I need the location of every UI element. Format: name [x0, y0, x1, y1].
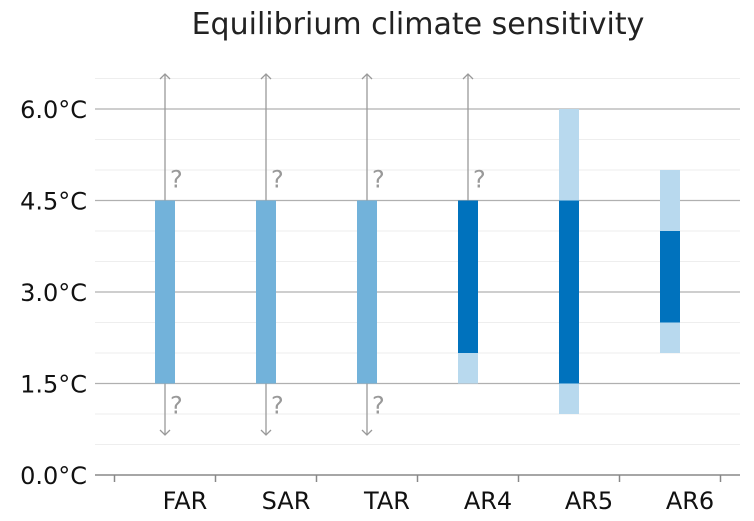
likely-bar — [458, 200, 478, 353]
upper-question-mark: ? — [473, 166, 486, 194]
likely-bar — [256, 200, 276, 384]
lower-question-mark: ? — [372, 392, 385, 420]
x-tick-label: AR5 — [565, 487, 613, 515]
bars — [155, 109, 680, 414]
lower-question-mark: ? — [170, 392, 183, 420]
x-tick-label: FAR — [163, 487, 208, 515]
y-tick-label: 0.0°C — [20, 462, 87, 490]
upper-question-mark: ? — [271, 166, 284, 194]
upper-question-mark: ? — [372, 166, 385, 194]
lower-question-mark: ? — [271, 392, 284, 420]
y-tick-label: 1.5°C — [20, 371, 87, 399]
x-tick-label: AR4 — [464, 487, 512, 515]
minor-gridlines — [95, 78, 740, 445]
y-tick-label: 6.0°C — [20, 96, 87, 124]
likely-bar — [559, 200, 579, 384]
x-axis — [95, 474, 740, 482]
x-tick-label: AR6 — [666, 487, 714, 515]
likely-bar — [660, 231, 680, 323]
y-tick-label: 4.5°C — [20, 188, 87, 216]
open-bound-arrows: ??????? — [159, 73, 486, 436]
likely-bar — [155, 200, 175, 384]
y-tick-labels: 0.0°C 1.5°C 3.0°C 4.5°C 6.0°C — [20, 96, 87, 490]
x-tick-label: SAR — [262, 487, 311, 515]
y-tick-label: 3.0°C — [20, 279, 87, 307]
likely-bar — [357, 200, 377, 384]
chart-title: Equilibrium climate sensitivity — [192, 7, 645, 42]
x-tick-label: TAR — [363, 487, 410, 515]
major-gridlines — [95, 108, 740, 385]
x-tick-labels: FAR SAR TAR AR4 AR5 AR6 — [163, 487, 715, 515]
upper-question-mark: ? — [170, 166, 183, 194]
